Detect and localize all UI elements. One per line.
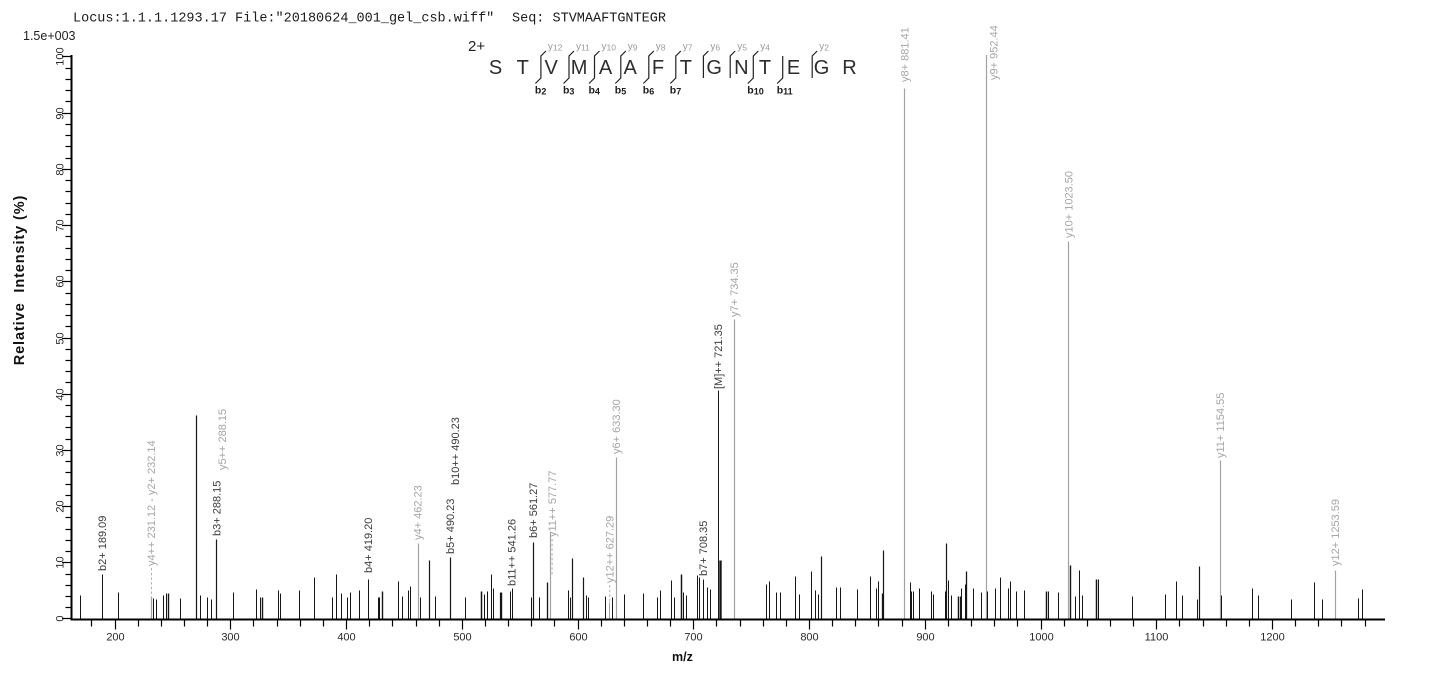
svg-text:y12: y12	[548, 42, 563, 53]
svg-text:y10+ 1023.50: y10+ 1023.50	[1064, 171, 1076, 238]
svg-text:0: 0	[54, 615, 66, 621]
svg-text:y10: y10	[602, 42, 617, 53]
svg-text:R: R	[842, 57, 856, 79]
svg-text:y12++ 627.29: y12++ 627.29	[604, 516, 616, 583]
svg-text:30: 30	[54, 444, 66, 456]
svg-text:b2: b2	[535, 85, 546, 97]
svg-text:900: 900	[916, 632, 934, 644]
svg-text:F: F	[652, 57, 664, 79]
svg-text:y11++ 577.77: y11++ 577.77	[547, 471, 559, 537]
svg-text:y6+ 633.30: y6+ 633.30	[611, 399, 623, 454]
svg-text:60: 60	[54, 275, 66, 287]
svg-text:1.5e+003: 1.5e+003	[23, 29, 76, 43]
svg-text:M: M	[571, 57, 588, 79]
svg-text:b7+ 708.35: b7+ 708.35	[698, 521, 710, 576]
svg-text:[M]++ 721.35: [M]++ 721.35	[713, 324, 725, 389]
svg-text:80: 80	[54, 163, 66, 175]
svg-text:700: 700	[684, 632, 702, 644]
svg-text:Locus:1.1.1.1293.17 File:"2018: Locus:1.1.1.1293.17 File:"20180624_001_g…	[73, 12, 494, 27]
svg-text:A: A	[599, 57, 613, 79]
svg-text:y2: y2	[819, 42, 829, 53]
svg-text:y7: y7	[683, 42, 693, 53]
svg-text:Relative Intensity (%): Relative Intensity (%)	[12, 195, 28, 366]
svg-text:N: N	[734, 57, 748, 79]
svg-text:Seq: STVMAAFTGNTEGR: Seq: STVMAAFTGNTEGR	[512, 12, 666, 27]
svg-text:S: S	[489, 57, 502, 79]
svg-text:y9: y9	[628, 42, 638, 53]
svg-text:E: E	[787, 57, 800, 79]
svg-text:y11: y11	[576, 42, 590, 53]
svg-text:500: 500	[453, 632, 471, 644]
svg-text:T: T	[759, 57, 771, 79]
svg-text:y8+ 881.41: y8+ 881.41	[899, 27, 911, 82]
svg-text:400: 400	[337, 632, 355, 644]
svg-text:m/z: m/z	[672, 650, 693, 664]
svg-text:b7: b7	[670, 85, 681, 97]
svg-text:70: 70	[54, 219, 66, 231]
svg-text:b5: b5	[615, 85, 626, 97]
svg-text:y6: y6	[710, 42, 720, 53]
svg-text:600: 600	[569, 632, 587, 644]
svg-text:G: G	[706, 57, 722, 79]
svg-text:b3+ 288.15: b3+ 288.15	[212, 481, 224, 536]
svg-text:b11: b11	[777, 85, 793, 97]
svg-text:50: 50	[54, 332, 66, 344]
svg-text:20: 20	[54, 500, 66, 512]
svg-text:1100: 1100	[1145, 632, 1169, 644]
svg-text:b3: b3	[563, 85, 574, 97]
svg-text:b6: b6	[643, 85, 654, 97]
svg-text:y4: y4	[760, 42, 770, 53]
svg-text:40: 40	[54, 388, 66, 400]
svg-text:y8: y8	[656, 42, 666, 53]
svg-text:b4: b4	[589, 85, 600, 97]
svg-text:G: G	[814, 57, 830, 79]
svg-text:b11++ 541.26: b11++ 541.26	[507, 519, 519, 586]
svg-text:800: 800	[800, 632, 818, 644]
svg-text:b6+ 561.27: b6+ 561.27	[528, 483, 540, 538]
svg-text:2+: 2+	[468, 38, 485, 55]
svg-text:T: T	[517, 57, 529, 79]
svg-text:y11+ 1154.55: y11+ 1154.55	[1215, 393, 1227, 458]
svg-text:90: 90	[54, 107, 66, 119]
svg-text:10: 10	[54, 556, 66, 568]
svg-text:V: V	[545, 57, 559, 79]
svg-text:y7+ 734.35: y7+ 734.35	[729, 262, 741, 317]
svg-text:y4++ 231.12 - y2+ 232.14: y4++ 231.12 - y2+ 232.14	[146, 440, 158, 566]
svg-text:T: T	[680, 57, 692, 79]
svg-text:b10: b10	[747, 85, 763, 97]
svg-text:A: A	[624, 57, 638, 79]
svg-text:y5: y5	[737, 42, 747, 53]
svg-text:b2+ 189.09: b2+ 189.09	[97, 516, 109, 571]
svg-text:1000: 1000	[1029, 632, 1053, 644]
svg-text:1200: 1200	[1260, 632, 1284, 644]
svg-text:y4+ 462.23: y4+ 462.23	[413, 485, 425, 540]
svg-text:100: 100	[54, 47, 66, 65]
svg-text:300: 300	[221, 632, 239, 644]
svg-text:b4+ 419.20: b4+ 419.20	[363, 518, 375, 573]
svg-text:b10++ 490.23: b10++ 490.23	[450, 417, 462, 485]
svg-text:y12+ 1253.59: y12+ 1253.59	[1330, 499, 1342, 566]
svg-text:y5++ 288.15: y5++ 288.15	[217, 409, 229, 470]
svg-text:b5+ 490.23: b5+ 490.23	[445, 499, 457, 554]
svg-text:200: 200	[106, 632, 124, 644]
svg-text:y9+ 952.44: y9+ 952.44	[989, 25, 1001, 80]
